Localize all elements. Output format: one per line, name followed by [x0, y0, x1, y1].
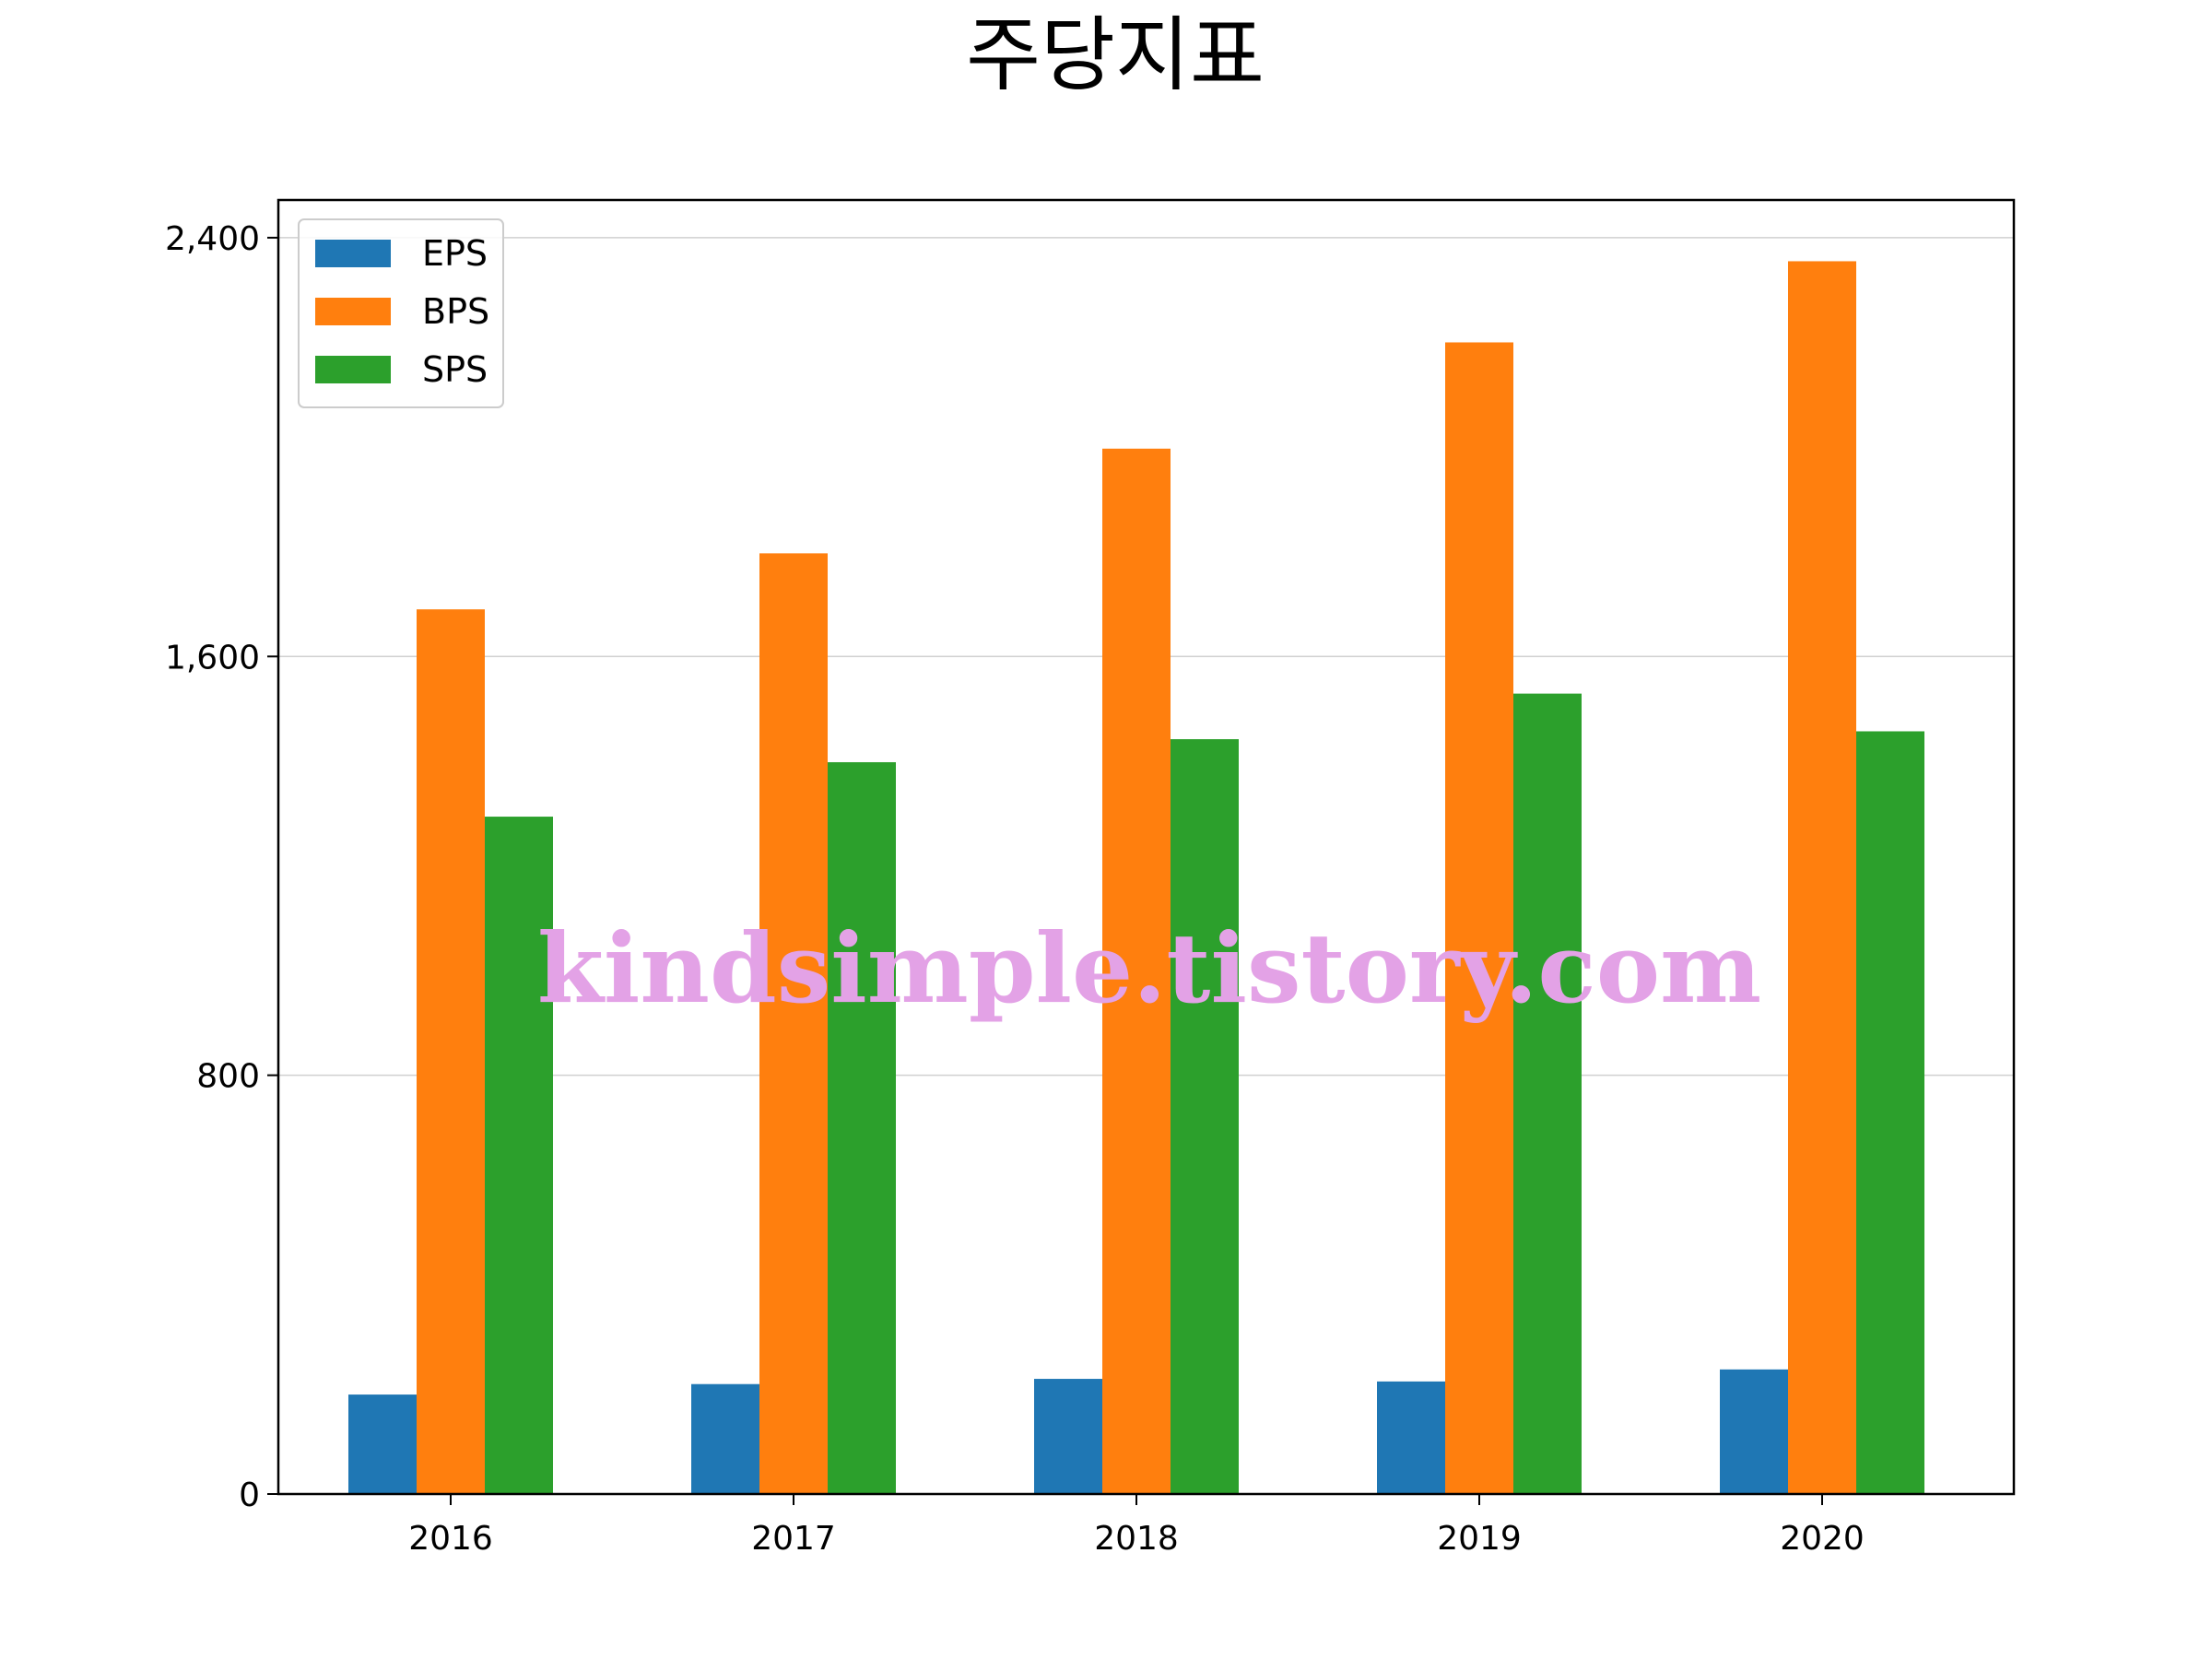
legend-label-sps: SPS [422, 349, 488, 390]
y-axis: 0 800 1,600 2,400 [165, 220, 278, 1514]
bar-sps-2017 [828, 761, 896, 1494]
legend-label-bps: BPS [422, 291, 489, 332]
legend: EPS BPS SPS [298, 218, 504, 408]
bar-sps-2019 [1513, 693, 1582, 1494]
x-tick-label: 2018 [1094, 1520, 1179, 1558]
bar-eps-2019 [1377, 1381, 1445, 1494]
x-tick-label: 2020 [1780, 1520, 1865, 1558]
legend-swatch-eps [315, 240, 391, 267]
legend-swatch-sps [315, 356, 391, 383]
watermark-text: kindsimple.tistory.com [537, 912, 1761, 1025]
x-tick-label: 2019 [1437, 1520, 1522, 1558]
x-tick-label: 2017 [751, 1520, 836, 1558]
legend-swatch-bps [315, 298, 391, 325]
bar-bps-2018 [1102, 448, 1171, 1495]
y-tick-label: 0 [239, 1477, 260, 1514]
bar-eps-2018 [1034, 1379, 1102, 1494]
bar-bps-2020 [1788, 261, 1856, 1495]
bar-sps-2020 [1856, 731, 1924, 1494]
bar-eps-2017 [691, 1383, 759, 1494]
x-tick-label: 2016 [408, 1520, 493, 1558]
bar-sps-2016 [485, 817, 553, 1494]
legend-label-eps: EPS [422, 233, 488, 274]
x-axis: 2016 2017 2018 2019 2020 [408, 1494, 1865, 1558]
bar-eps-2016 [348, 1394, 417, 1494]
y-tick-label: 1,600 [165, 639, 260, 677]
bar-bps-2016 [417, 609, 485, 1494]
bars [348, 261, 1924, 1495]
bar-bps-2019 [1445, 342, 1513, 1494]
y-tick-label: 2,400 [165, 220, 260, 258]
bar-bps-2017 [759, 553, 828, 1494]
chart-title: 주당지표 [966, 7, 1265, 102]
bar-sps-2018 [1171, 739, 1239, 1494]
plot-frame [276, 198, 2016, 1496]
y-tick-label: 800 [196, 1058, 260, 1096]
bar-eps-2020 [1720, 1369, 1788, 1494]
